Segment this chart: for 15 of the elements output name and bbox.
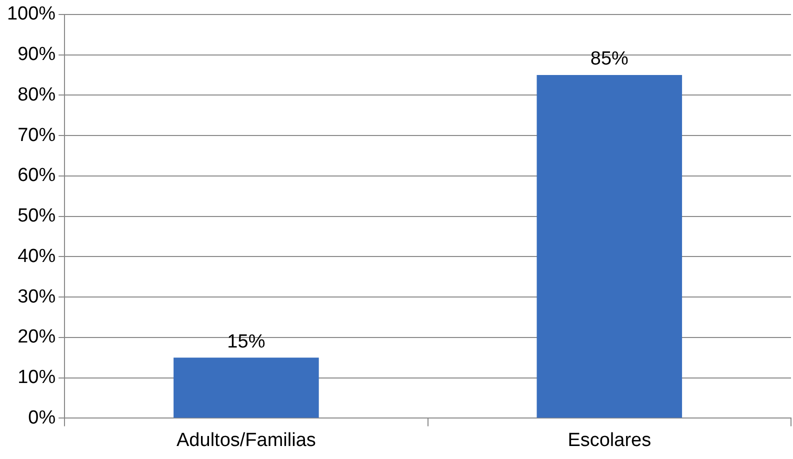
y-tick-label: 20% — [18, 326, 56, 348]
y-tick-label: 0% — [28, 407, 56, 428]
y-tick-label: 80% — [18, 84, 56, 106]
y-tick-label: 90% — [18, 44, 56, 66]
x-tick-label: Escolares — [568, 430, 652, 451]
y-tick-label: 100% — [6, 4, 56, 25]
data-label: 15% — [227, 331, 266, 352]
y-tick-label: 50% — [18, 206, 56, 227]
y-tick-label: 40% — [18, 246, 56, 267]
y-tick-label: 30% — [18, 286, 56, 308]
y-tick-label: 60% — [18, 165, 56, 186]
x-tick-label: Adultos/Familias — [176, 430, 316, 451]
data-label: 85% — [590, 48, 629, 70]
y-tick-label: 10% — [18, 367, 56, 388]
y-tick-label: 70% — [18, 124, 56, 146]
